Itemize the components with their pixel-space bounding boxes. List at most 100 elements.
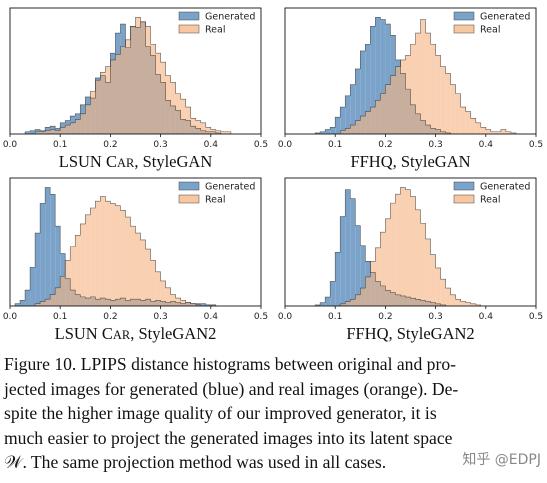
bar-generated: [315, 304, 321, 306]
bar-generated: [350, 198, 356, 306]
bar-real: [475, 304, 481, 306]
bar-generated: [330, 127, 336, 134]
bar-generated: [335, 117, 341, 134]
bar-real: [425, 238, 431, 306]
bar-real: [110, 59, 116, 134]
legend-swatch-real: [453, 194, 475, 204]
bar-generated: [345, 95, 351, 134]
bar-real: [100, 72, 106, 134]
bar-real: [120, 46, 126, 134]
bar-generated: [355, 225, 361, 306]
bar-real: [170, 82, 176, 134]
bar-real: [450, 84, 456, 134]
bar-real: [155, 271, 161, 306]
bar-generated: [350, 84, 356, 134]
bar-real: [460, 301, 466, 306]
bar-real: [360, 116, 366, 134]
legend-swatch-generated: [178, 11, 200, 21]
legend-label-generated: Generated: [480, 182, 530, 193]
bar-real: [425, 33, 431, 134]
x-tick-label: 0.3: [153, 312, 167, 322]
bar-real: [350, 125, 356, 134]
legend-swatch-real: [453, 24, 475, 34]
x-tick-label: 0.2: [103, 140, 117, 150]
legend-label-real: Real: [480, 25, 500, 36]
bar-real: [170, 294, 176, 306]
bar-generated: [325, 297, 331, 306]
bar-real: [130, 26, 136, 134]
bar-real: [395, 194, 401, 306]
legend-swatch-generated: [178, 181, 200, 191]
bar-real: [490, 131, 496, 134]
x-tick-label: 0.2: [378, 140, 392, 150]
legend-label-generated: Generated: [205, 12, 255, 23]
bar-generated: [325, 129, 331, 134]
bar-real: [130, 226, 136, 306]
axes-frame: [284, 177, 537, 307]
bar-real: [430, 254, 436, 306]
caption-line-3: spite the higher image quality of our im…: [4, 403, 437, 423]
bar-generated: [385, 24, 391, 134]
bar-real: [50, 129, 56, 134]
x-tick-label: 0.4: [479, 140, 494, 150]
bar-real: [60, 276, 66, 306]
bar-real: [360, 288, 366, 306]
bar-generated: [340, 107, 346, 134]
bar-real: [180, 300, 186, 306]
caption-line-2: jected images for generated (blue) and r…: [4, 378, 459, 399]
bar-real: [195, 304, 201, 306]
bar-real: [430, 44, 436, 134]
bar-real: [150, 260, 156, 306]
outline-real: [339, 187, 482, 306]
bar-generated: [315, 132, 321, 134]
bar-real: [460, 107, 466, 134]
bar-generated: [335, 252, 341, 306]
bar-real: [390, 203, 396, 306]
bar-real: [445, 288, 451, 306]
bar-real: [125, 39, 131, 135]
bar-real: [340, 130, 346, 134]
bar-real: [405, 189, 411, 306]
bar-real: [380, 232, 386, 306]
bar-real: [395, 66, 401, 134]
series-real: [340, 187, 481, 306]
x-tick-label: 0.0: [278, 312, 293, 322]
bar-real: [70, 246, 76, 306]
bar-generated: [330, 281, 336, 306]
x-tick-label: 0.0: [3, 312, 18, 322]
bar-real: [365, 111, 371, 134]
x-tick-label: 0.0: [3, 140, 18, 150]
bar-generated: [30, 130, 36, 134]
histogram-panel-2: 0.0 0.1 0.2 0.3 0.4 0.5 Generated Real FFHQ, Sty…: [278, 7, 543, 171]
panel-title: LSUN CAR, StyleGAN: [59, 152, 213, 171]
legend-label-real: Real: [480, 195, 500, 206]
bar-generated: [345, 189, 351, 306]
bar-real: [35, 303, 41, 306]
bar-real: [70, 122, 76, 134]
bar-real: [455, 93, 461, 134]
bar-real: [75, 119, 81, 134]
panel-title: LSUN CAR, StyleGAN2: [55, 324, 217, 343]
bar-real: [370, 107, 376, 134]
bar-generated: [320, 131, 326, 134]
legend-swatch-real: [178, 24, 200, 34]
bar-real: [380, 93, 386, 134]
bar-real: [435, 55, 441, 134]
bar-generated: [45, 187, 51, 306]
bar-real: [140, 21, 146, 135]
x-tick-label: 0.4: [204, 140, 219, 150]
bar-generated: [375, 17, 381, 134]
bar-real: [370, 261, 376, 306]
x-tick-label: 0.3: [428, 140, 442, 150]
legend-label-real: Real: [205, 195, 225, 206]
bar-real: [85, 104, 91, 134]
outline-real: [34, 196, 202, 306]
bar-real: [350, 299, 356, 306]
bar-generated: [320, 302, 326, 306]
bar-real: [415, 209, 421, 306]
bar-real: [355, 294, 361, 306]
bar-real: [440, 66, 446, 134]
bar-real: [225, 131, 231, 134]
bar-real: [135, 233, 141, 306]
x-tick-label: 0.1: [328, 312, 342, 322]
